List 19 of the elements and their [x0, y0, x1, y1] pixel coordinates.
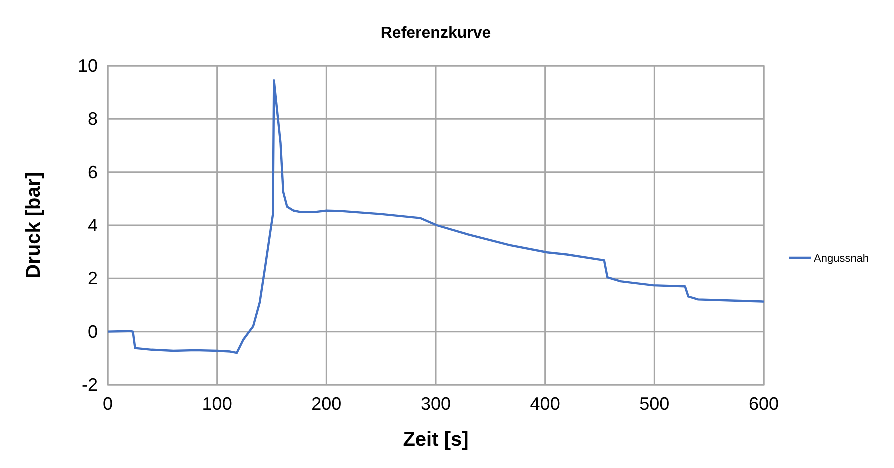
x-tick-label: 600 [748, 394, 780, 414]
legend-label: Angussnah [814, 253, 870, 265]
x-axis-title: Zeit [s] [403, 429, 469, 451]
y-tick-label: 0 [88, 322, 98, 342]
x-tick-label: 0 [102, 394, 114, 414]
x-tick-label: 100 [202, 394, 232, 414]
y-axis-title: Druck [bar] [23, 172, 45, 279]
y-tick-label: 10 [78, 56, 98, 76]
y-tick-label: -2 [82, 375, 98, 395]
x-tick-label: 400 [530, 394, 560, 414]
y-tick-label: 4 [88, 216, 98, 236]
line-series [106, 80, 766, 354]
chart-title: Referenzkurve [380, 25, 492, 42]
x-tick-label: 500 [640, 394, 670, 414]
y-tick-label: 6 [88, 162, 98, 182]
x-tick-label: 200 [312, 394, 342, 414]
x-tick-label: 300 [420, 394, 452, 414]
y-tick-label: 2 [88, 268, 98, 289]
y-tick-label: 8 [88, 109, 98, 130]
